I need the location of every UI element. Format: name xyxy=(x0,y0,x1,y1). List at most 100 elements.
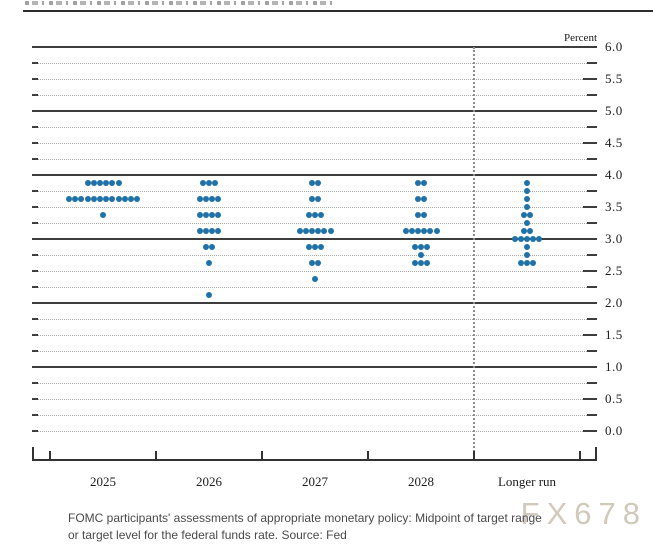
projection-dot xyxy=(321,228,328,234)
projection-dot xyxy=(318,244,325,250)
projection-dot xyxy=(215,228,222,234)
projection-dot xyxy=(202,228,209,234)
projection-dot xyxy=(418,260,424,266)
gridline-dotted xyxy=(38,223,587,224)
y-axis-tick-label: 5.0 xyxy=(605,103,623,118)
gridline-dotted xyxy=(38,255,587,256)
projection-dot xyxy=(109,196,116,202)
y-axis-tick-label: 4.5 xyxy=(605,135,623,150)
projection-dot xyxy=(127,196,134,202)
gridline-right-tick xyxy=(587,94,597,96)
projection-dot xyxy=(302,228,309,234)
gridline-solid xyxy=(32,174,597,176)
y-axis-tick-label: 6.0 xyxy=(605,39,623,54)
chart-caption: FOMC participants' assessments of approp… xyxy=(68,510,542,543)
projection-dot xyxy=(115,180,122,186)
gridline-solid xyxy=(32,110,597,112)
projection-dot xyxy=(421,180,428,186)
projection-dot xyxy=(414,212,421,218)
projection-dot xyxy=(408,228,415,234)
projection-dot xyxy=(65,196,72,202)
projection-dot xyxy=(308,196,315,202)
gridline-right-tick xyxy=(587,190,597,192)
gridline-right-tick xyxy=(587,350,597,352)
y-axis-tick-label: 4.0 xyxy=(605,167,623,182)
y-axis-tick-label: 2.0 xyxy=(605,295,623,310)
gridline-dotted xyxy=(38,207,583,208)
projection-dot xyxy=(96,196,103,202)
y-axis-tick-label: 1.5 xyxy=(605,327,623,342)
projection-dot xyxy=(308,260,315,266)
longer-run-divider-line xyxy=(473,47,475,459)
gridline-right-tick xyxy=(583,398,597,400)
projection-dot xyxy=(72,196,79,202)
caption-line-1: FOMC participants' assessments of approp… xyxy=(68,511,542,525)
projection-dot xyxy=(315,196,322,202)
projection-dot xyxy=(215,196,222,202)
gridline-left-tick xyxy=(32,158,38,160)
projection-dot xyxy=(206,180,212,186)
gridline-dotted xyxy=(38,127,587,128)
gridline-dotted xyxy=(38,63,587,64)
y-axis-unit-label: Percent xyxy=(564,32,597,44)
gridline-left-tick xyxy=(32,286,38,288)
gridline-left-tick xyxy=(32,78,38,80)
gridline-dotted xyxy=(38,159,587,160)
gridline-left-tick xyxy=(32,94,38,96)
projection-dot xyxy=(524,180,530,186)
gridline-right-tick xyxy=(587,254,597,256)
gridline-left-tick xyxy=(32,318,38,320)
projection-dot xyxy=(536,236,543,242)
x-axis-category-label: 2028 xyxy=(408,474,434,489)
projection-dot xyxy=(414,196,421,202)
x-axis-tick xyxy=(49,451,51,459)
projection-dot xyxy=(196,212,203,218)
projection-dot xyxy=(424,260,431,266)
projection-dot xyxy=(215,212,222,218)
y-axis-tick-label: 2.5 xyxy=(605,263,623,278)
gridline-left-tick xyxy=(32,142,38,144)
projection-dot xyxy=(84,180,91,186)
gridline-left-tick xyxy=(32,430,38,432)
gridline-left-tick xyxy=(32,414,38,416)
gridline-left-tick xyxy=(32,270,38,272)
projection-dot xyxy=(296,228,303,234)
projection-dot xyxy=(206,292,212,298)
projection-dot xyxy=(115,196,122,202)
x-axis-tick xyxy=(261,451,263,459)
x-axis-tick xyxy=(473,451,475,459)
projection-dot xyxy=(202,196,209,202)
gridline-left-tick xyxy=(32,190,38,192)
projection-dot xyxy=(212,180,219,186)
x-axis-line xyxy=(32,459,597,461)
projection-dot xyxy=(421,196,428,202)
projection-dot xyxy=(414,228,421,234)
projection-dot xyxy=(90,180,97,186)
projection-dot xyxy=(524,236,530,242)
projection-dot xyxy=(90,196,97,202)
projection-dot xyxy=(96,180,103,186)
y-axis-tick-label: 1.0 xyxy=(605,359,623,374)
gridline-left-tick xyxy=(32,206,38,208)
gridline-dotted xyxy=(38,143,583,144)
projection-dot xyxy=(78,196,85,202)
gridline-dotted xyxy=(38,383,587,384)
projection-dot xyxy=(421,228,428,234)
watermark: FX678 xyxy=(520,496,647,531)
projection-dot xyxy=(196,228,203,234)
gridline-right-tick xyxy=(587,318,597,320)
projection-dot xyxy=(121,196,128,202)
gridline-dotted xyxy=(38,191,587,192)
gridline-left-tick xyxy=(32,126,38,128)
gridline-right-tick xyxy=(583,142,597,144)
gridline-dotted xyxy=(38,351,587,352)
projection-dot xyxy=(209,228,216,234)
x-axis-tick xyxy=(367,451,369,459)
projection-dot xyxy=(421,212,428,218)
gridline-dotted xyxy=(38,335,583,336)
gridline-right-tick xyxy=(587,414,597,416)
projection-dot xyxy=(527,228,534,234)
gridline-left-tick xyxy=(32,62,38,64)
projection-dot xyxy=(196,196,203,202)
